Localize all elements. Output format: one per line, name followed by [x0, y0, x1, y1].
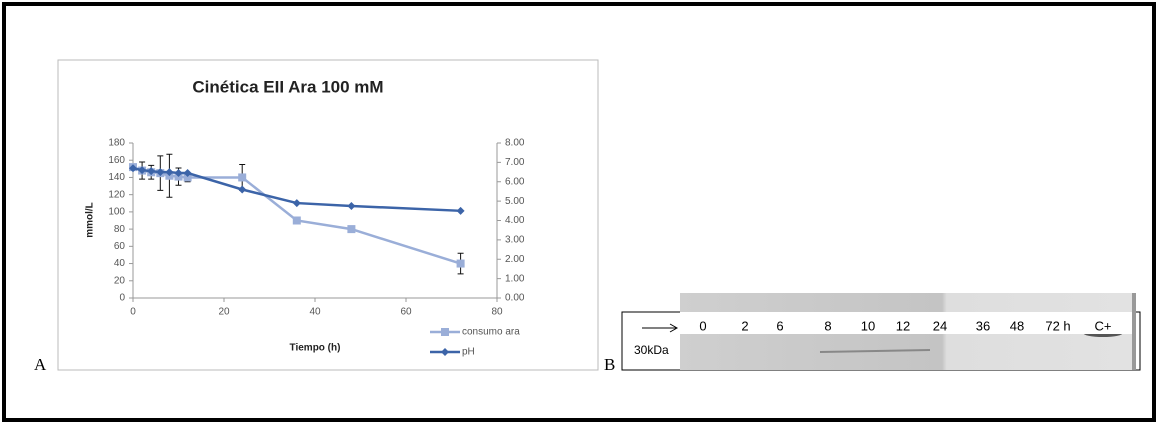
- point: [457, 260, 465, 268]
- lane-label: 24: [933, 318, 947, 333]
- x-tick-label: 20: [218, 307, 230, 318]
- y-tick-label: 80: [114, 224, 126, 235]
- lane-label: 2: [741, 318, 748, 333]
- lane-label: 8: [824, 318, 831, 333]
- y2-tick-label: 1.00: [505, 273, 525, 284]
- x-tick-label: 40: [309, 307, 321, 318]
- y-tick-label: 0: [119, 293, 125, 304]
- point: [238, 173, 246, 181]
- legend-marker: [441, 328, 449, 336]
- lane-label: 6: [776, 318, 783, 333]
- y-tick-label: 140: [108, 172, 125, 183]
- figure: A Cinética EII Ara 100 mM Tiempo (h) mmo…: [0, 0, 1158, 424]
- panel-label: B: [604, 355, 615, 374]
- y2-tick-label: 0.00: [505, 293, 525, 304]
- y-axis-title: mmol/L: [85, 202, 96, 238]
- y-tick-label: 180: [108, 138, 125, 149]
- x-tick-label: 80: [491, 307, 503, 318]
- chart-title: Cinética EII Ara 100 mM: [192, 77, 383, 96]
- lane-label: 0: [699, 318, 706, 333]
- y-tick-label: 20: [114, 275, 126, 286]
- lane-label: 12: [896, 318, 910, 333]
- y-tick-label: 160: [108, 155, 125, 166]
- y2-tick-label: 2.00: [505, 254, 525, 265]
- lane-label: 48: [1010, 318, 1024, 333]
- marker-label: 30kDa: [634, 343, 669, 357]
- x-tick-label: 0: [130, 307, 136, 318]
- y2-tick-label: 6.00: [505, 176, 525, 187]
- lane-label: C+: [1095, 318, 1112, 333]
- y2-tick-label: 7.00: [505, 157, 525, 168]
- y-tick-label: 100: [108, 207, 125, 218]
- lane-label: 36: [976, 318, 990, 333]
- x-axis-title: Tiempo (h): [290, 343, 341, 354]
- y-tick-label: 60: [114, 241, 126, 252]
- y-tick-label: 120: [108, 189, 125, 200]
- x-tick-label: 60: [400, 307, 412, 318]
- y2-tick-label: 5.00: [505, 196, 525, 207]
- y-tick-label: 40: [114, 258, 126, 269]
- y2-tick-label: 4.00: [505, 215, 525, 226]
- legend-label: consumo ara: [462, 327, 520, 338]
- y2-tick-label: 3.00: [505, 235, 525, 246]
- panel-label: A: [34, 355, 47, 374]
- lane-label: 10: [861, 318, 875, 333]
- point: [293, 217, 301, 225]
- legend-label: pH: [462, 347, 475, 358]
- y2-tick-label: 8.00: [505, 138, 525, 149]
- lane-label: 72 h: [1045, 318, 1070, 333]
- gel-edge: [1132, 293, 1136, 370]
- point: [347, 225, 355, 233]
